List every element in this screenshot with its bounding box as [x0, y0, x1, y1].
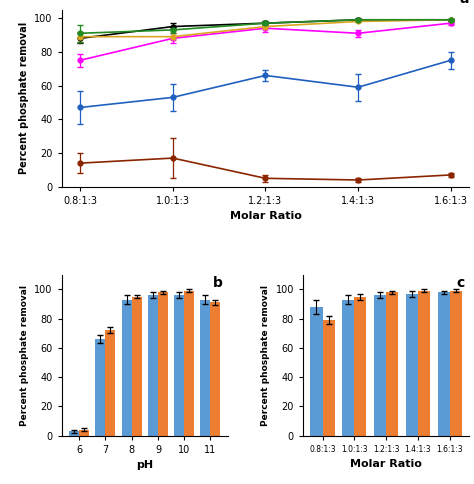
Y-axis label: Percent phosphate removal: Percent phosphate removal: [19, 285, 28, 425]
Bar: [386, 292, 398, 436]
Bar: [210, 302, 220, 436]
Text: c: c: [456, 276, 464, 290]
Bar: [132, 297, 142, 436]
Legend: Experimental, Model: Experimental, Model: [81, 483, 209, 484]
Bar: [148, 295, 158, 436]
Bar: [184, 291, 194, 436]
Bar: [310, 307, 322, 436]
Bar: [158, 292, 168, 436]
Bar: [406, 294, 418, 436]
Bar: [95, 339, 105, 436]
Bar: [69, 431, 79, 436]
Bar: [438, 292, 450, 436]
Bar: [201, 300, 210, 436]
Bar: [418, 291, 430, 436]
Bar: [122, 300, 132, 436]
X-axis label: Molar Ratio: Molar Ratio: [229, 212, 301, 221]
Bar: [450, 291, 462, 436]
Text: b: b: [213, 276, 223, 290]
Bar: [354, 297, 366, 436]
Bar: [374, 295, 386, 436]
Bar: [322, 320, 335, 436]
Legend: Experimental, Model: Experimental, Model: [322, 483, 450, 484]
Y-axis label: Percent phosphate removal: Percent phosphate removal: [18, 22, 28, 174]
Text: a: a: [460, 0, 469, 6]
Bar: [174, 295, 184, 436]
Bar: [342, 300, 354, 436]
Y-axis label: Percent phosphate removal: Percent phosphate removal: [261, 285, 270, 425]
Bar: [105, 330, 115, 436]
X-axis label: pH: pH: [136, 460, 154, 470]
Bar: [79, 430, 89, 436]
X-axis label: Molar Ratio: Molar Ratio: [350, 459, 422, 469]
